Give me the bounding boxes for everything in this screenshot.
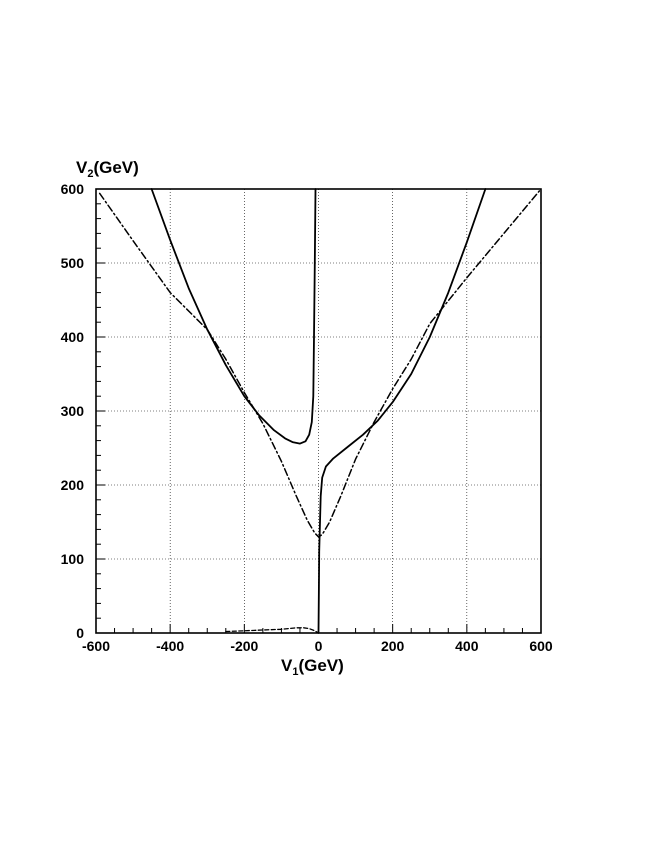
series-solid-curve-2 — [317, 188, 487, 634]
data-curves — [98, 188, 542, 634]
x-tick-label: 200 — [381, 638, 405, 654]
x-tick-label: 0 — [315, 638, 323, 654]
axis-ticks — [95, 188, 542, 634]
y-axis-title: V2(GeV) — [76, 158, 139, 180]
x-tick-labels: -600 -400 -200 0 200 400 600 — [82, 638, 553, 654]
series-dashed-curve-4 — [225, 627, 319, 633]
x-tick-label: -200 — [230, 638, 258, 654]
series-solid-curve-1 — [150, 188, 317, 445]
y-tick-labels: 0 100 200 300 400 500 600 — [61, 181, 85, 641]
x-axis-title: V1(GeV) — [281, 656, 344, 678]
y-tick-label: 0 — [76, 625, 84, 641]
x-tick-label: -600 — [82, 638, 110, 654]
y-tick-label: 100 — [61, 551, 85, 567]
y-tick-label: 300 — [61, 403, 85, 419]
x-tick-label: -400 — [156, 638, 184, 654]
x-tick-label: 400 — [455, 638, 479, 654]
y-tick-label: 600 — [61, 181, 85, 197]
y-tick-label: 200 — [61, 477, 85, 493]
y-tick-label: 500 — [61, 255, 85, 271]
series-dash-dot-curve-3 — [98, 188, 542, 538]
x-tick-label: 600 — [529, 638, 553, 654]
y-tick-label: 400 — [61, 329, 85, 345]
